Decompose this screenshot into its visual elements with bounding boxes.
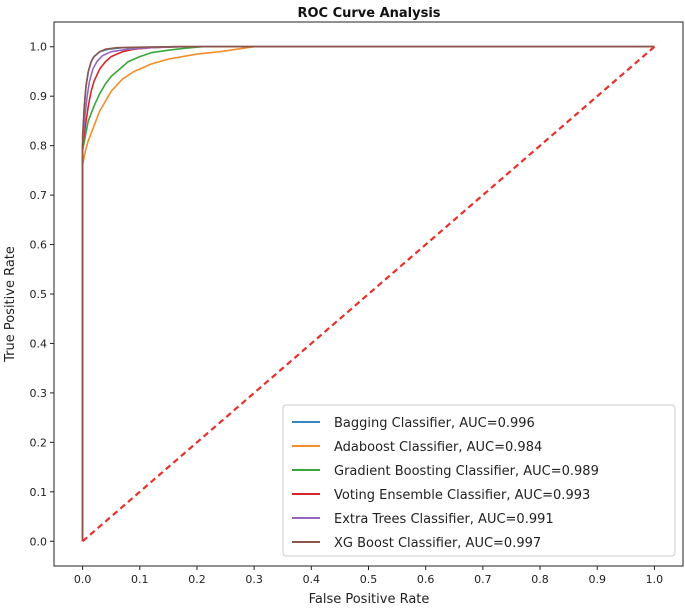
- y-tick-label: 0.9: [30, 90, 48, 103]
- x-tick-label: 0.4: [303, 573, 321, 586]
- x-tick-label: 0.0: [74, 573, 92, 586]
- roc-curve-series-3: [81, 45, 655, 542]
- legend-entry: Gradient Boosting Classifier, AUC=0.989: [334, 464, 599, 479]
- legend: Bagging Classifier, AUC=0.996 Adaboost Cl…: [282, 404, 676, 557]
- legend-entry: Voting Ensemble Classifier, AUC=0.993: [334, 488, 590, 503]
- y-tick-label: 0.8: [30, 140, 48, 153]
- y-tick-label: 0.0: [30, 535, 48, 548]
- y-tick-label: 0.2: [30, 436, 48, 449]
- roc-curve-series-2: [81, 45, 655, 542]
- plot-area: [53, 21, 684, 567]
- legend-entry: Bagging Classifier, AUC=0.996: [334, 416, 535, 431]
- roc-curve-series-6: [81, 45, 655, 542]
- y-tick-label: 0.6: [30, 239, 48, 252]
- x-tick-label: 0.5: [360, 573, 378, 586]
- x-tick-label: 0.3: [245, 573, 263, 586]
- y-tick-label: 0.5: [30, 288, 48, 301]
- y-tick-label: 0.1: [30, 486, 48, 499]
- x-tick-label: 0.6: [417, 573, 435, 586]
- chart-title: ROC Curve Analysis: [297, 6, 440, 21]
- x-axis-label: False Positive Rate: [309, 592, 430, 607]
- y-axis: 0.0 0.1 0.2 0.3 0.4 0.5 0.6 0.7 0.8 0.9 1.0: [30, 41, 54, 548]
- legend-entry: Adaboost Classifier, AUC=0.984: [334, 440, 542, 455]
- x-tick-label: 0.2: [188, 573, 206, 586]
- legend-entry: Extra Trees Classifier, AUC=0.991: [334, 512, 554, 527]
- x-tick-label: 0.7: [474, 573, 492, 586]
- x-tick-label: 0.1: [131, 573, 149, 586]
- y-tick-label: 0.3: [30, 387, 48, 400]
- x-tick-label: 0.8: [531, 573, 549, 586]
- x-tick-label: 0.9: [588, 573, 606, 586]
- y-tick-label: 0.4: [30, 337, 48, 350]
- y-tick-label: 1.0: [30, 41, 48, 54]
- x-tick-label: 1.0: [646, 573, 664, 586]
- y-axis-label: True Positive Rate: [3, 246, 18, 363]
- chance-diagonal-line: [81, 45, 656, 543]
- legend-entry: XG Boost Classifier, AUC=0.997: [334, 536, 541, 551]
- x-axis: 0.0 0.1 0.2 0.3 0.4 0.5 0.6 0.7 0.8 0.9 1.0: [74, 566, 663, 586]
- y-tick-label: 0.7: [30, 189, 48, 202]
- legend-box: [282, 404, 676, 557]
